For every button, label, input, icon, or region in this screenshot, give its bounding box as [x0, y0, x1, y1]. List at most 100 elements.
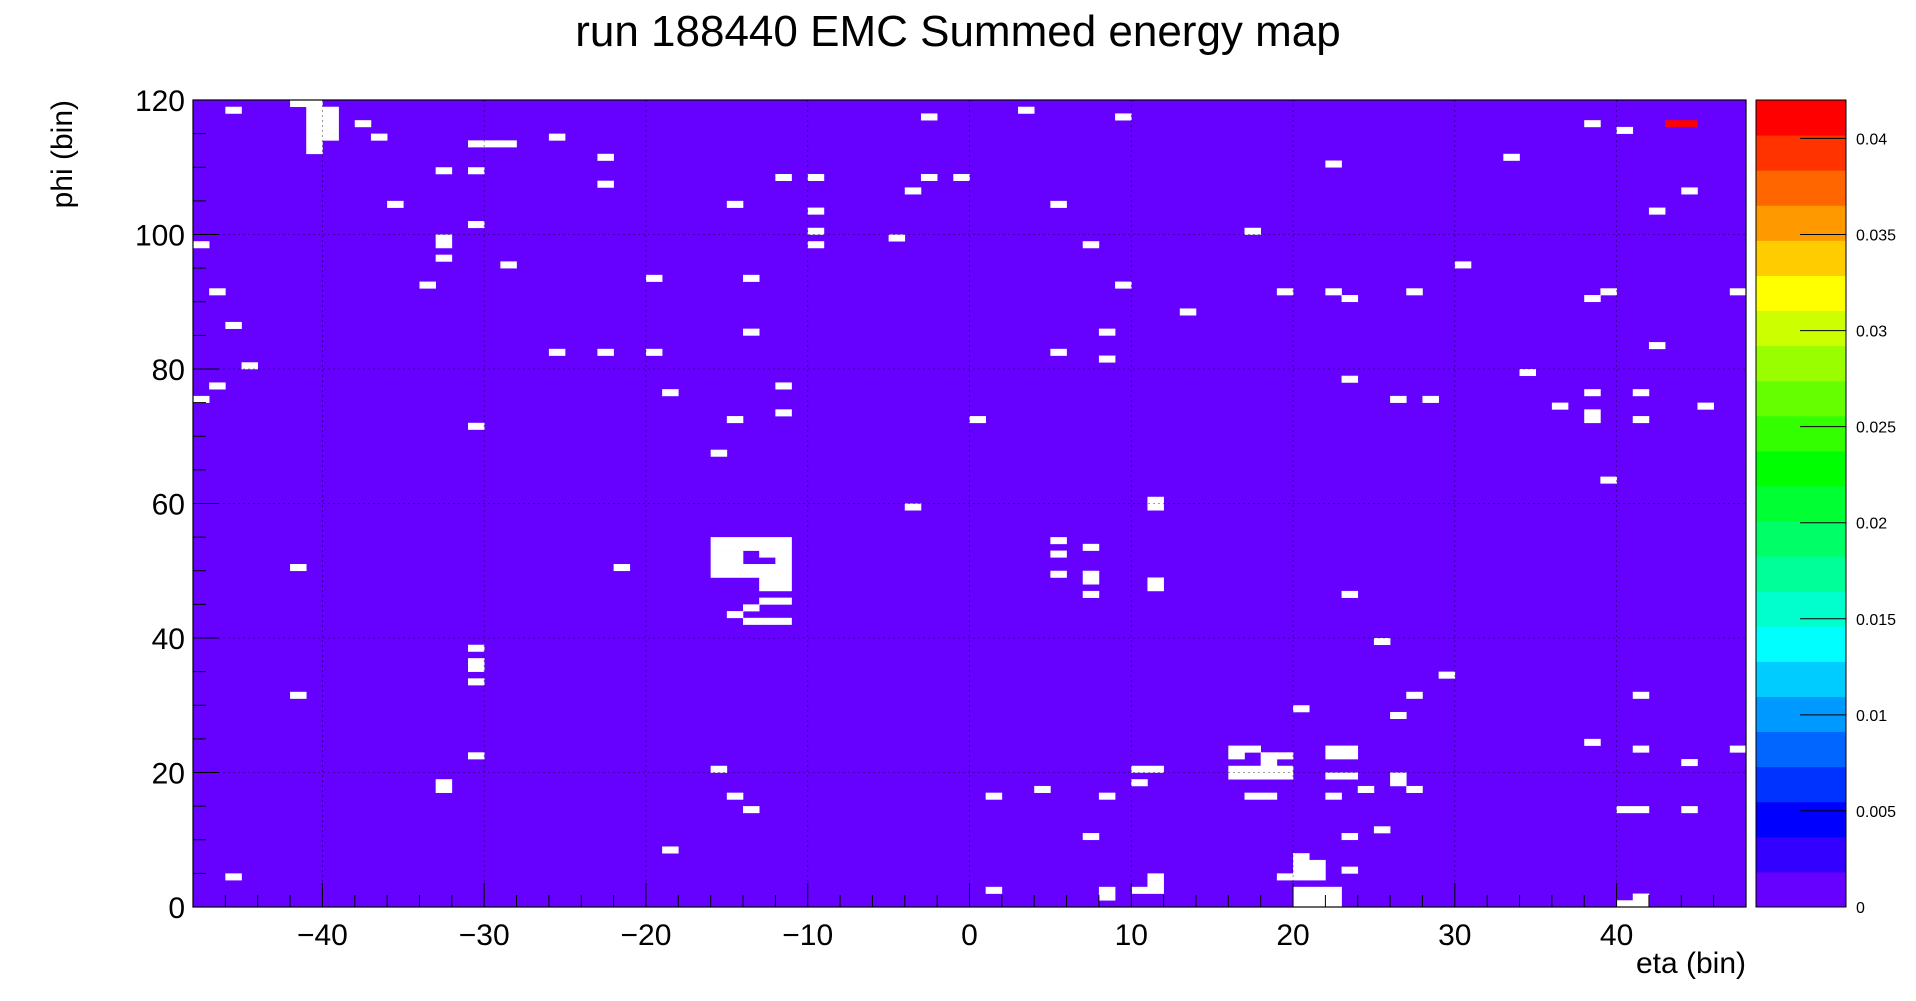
empty-cell [468, 167, 485, 175]
empty-cell [306, 106, 323, 114]
empty-cell [1147, 886, 1164, 894]
empty-cell [322, 133, 339, 141]
empty-cell [1309, 893, 1326, 901]
colorbar-band [1756, 240, 1846, 276]
empty-cell [1228, 772, 1245, 780]
empty-cell [1584, 409, 1601, 417]
empty-cell [468, 644, 485, 652]
empty-cell [645, 348, 663, 356]
colorbar-tick-label: 0.005 [1856, 804, 1896, 821]
empty-cell [743, 806, 760, 814]
empty-cell [597, 180, 614, 188]
empty-cell [726, 564, 744, 572]
empty-cell [1584, 738, 1601, 746]
empty-cell [953, 173, 970, 181]
empty-cell [1309, 866, 1326, 874]
empty-cell [1357, 785, 1375, 793]
empty-cell [1438, 671, 1456, 679]
empty-cell [1632, 900, 1650, 908]
empty-cell [759, 537, 776, 545]
x-tick-label: 30 [1438, 919, 1471, 952]
empty-cell [468, 752, 485, 760]
empty-cell [726, 416, 744, 424]
empty-cell [888, 234, 906, 242]
empty-cell [1729, 745, 1747, 753]
empty-cell [1681, 759, 1698, 767]
y-tick-label: 120 [135, 85, 185, 118]
empty-cell [1276, 772, 1294, 780]
empty-cell [710, 570, 728, 578]
empty-cell [1098, 792, 1116, 800]
empty-cell [1341, 833, 1359, 841]
colorbar-band [1756, 485, 1846, 522]
empty-cell [1276, 765, 1294, 773]
colorbar-band [1756, 380, 1846, 417]
empty-cell [468, 221, 485, 229]
empty-cell [662, 846, 679, 854]
empty-cell [1147, 584, 1164, 592]
empty-cell [1373, 638, 1391, 646]
colorbar-band [1756, 450, 1846, 487]
colorbar-band [1756, 170, 1846, 206]
empty-cell [807, 241, 825, 249]
empty-cell [1293, 859, 1310, 867]
empty-cell [435, 785, 453, 793]
empty-cell [726, 543, 744, 551]
empty-cell [1681, 187, 1698, 195]
empty-cell [1390, 779, 1407, 787]
empty-cell [1147, 496, 1164, 504]
empty-cell [1293, 866, 1310, 874]
empty-cell [904, 187, 922, 195]
empty-cell [1050, 550, 1067, 558]
empty-cell [1584, 389, 1601, 397]
empty-cell [1034, 785, 1051, 793]
empty-cell [597, 348, 614, 356]
empty-cell [1082, 570, 1100, 578]
empty-cell [775, 564, 792, 572]
empty-cell [1390, 395, 1407, 403]
empty-cell [1341, 590, 1359, 598]
empty-cell [1422, 395, 1439, 403]
empty-cell [354, 120, 372, 128]
empty-cell [1260, 792, 1278, 800]
empty-cell [1697, 402, 1714, 410]
empty-cell [1632, 691, 1650, 699]
empty-cell [1309, 886, 1326, 894]
empty-cell [1082, 590, 1100, 598]
empty-cell [1616, 806, 1634, 814]
empty-cell [1098, 893, 1116, 901]
empty-cell [969, 416, 986, 424]
empty-cell [209, 382, 226, 390]
empty-cell [1228, 745, 1245, 753]
empty-cell [710, 557, 728, 565]
colorbar-band [1756, 135, 1846, 171]
empty-cell [1082, 543, 1100, 551]
empty-cell [710, 449, 728, 457]
empty-cell [1341, 752, 1359, 760]
empty-cell [726, 792, 744, 800]
empty-cell [468, 422, 485, 430]
empty-cell [710, 537, 728, 545]
empty-cell [775, 577, 792, 585]
empty-cell [775, 409, 792, 417]
empty-cell [1082, 241, 1100, 249]
empty-cell [1293, 886, 1310, 894]
empty-cell [775, 543, 792, 551]
empty-cell [1228, 752, 1245, 760]
empty-cell [290, 100, 307, 108]
empty-cell [775, 537, 792, 545]
empty-cell [1600, 288, 1617, 296]
colorbar-band [1756, 205, 1846, 241]
empty-cell [435, 241, 453, 249]
empty-cell [1098, 328, 1116, 336]
colorbar-tick-label: 0.01 [1856, 708, 1887, 725]
axes-layer: −40 −30 −20 −10 0 10 20 30 40 0 20 40 60 80 100 120 [135, 85, 1747, 952]
empty-cell [743, 604, 760, 612]
colorbar-band [1756, 521, 1846, 557]
empty-cell [1018, 106, 1035, 114]
empty-cell [1600, 476, 1617, 484]
y-axis-label: phi (bin) [46, 100, 79, 208]
colorbar-band [1756, 415, 1846, 452]
empty-cell [1309, 900, 1326, 908]
empty-cell [1260, 765, 1278, 773]
